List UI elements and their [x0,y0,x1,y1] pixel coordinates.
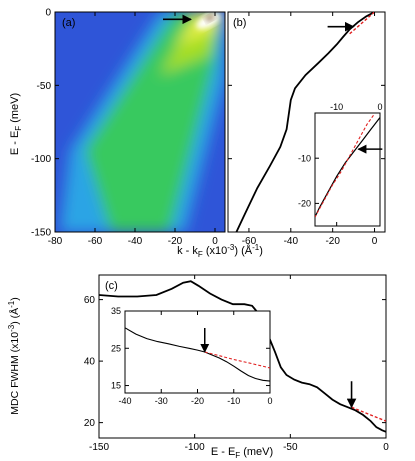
y-ticks-c: 20 40 60 [84,295,386,429]
x-tick-label: -20 [168,236,183,247]
panel-label-a: (a) [62,17,75,29]
inset-fwhm-curve [125,327,270,382]
inset-y-ticks-c: 15 25 35 [111,306,270,391]
y-ticks-b [228,11,385,233]
y-tick-label: 0 [45,8,51,19]
x-tick-label: -150 [89,442,109,453]
panel-b: -60 -40 -20 0 (b) -10 0 -10 -20 [227,11,386,247]
heatmap-peak-core [205,14,215,22]
x-tick-label: -80 [48,236,63,247]
y-axis-label-c: MDC FWHM (x10-3) (Å-1) [7,297,21,415]
y-tick-label: 25 [111,343,121,353]
x-tick-label: -60 [88,236,103,247]
y-tick-label: 15 [111,381,121,391]
x-tick-label: -100 [185,442,205,453]
y-tick-label: -10 [298,153,311,163]
x-tick-label: -40 [128,236,143,247]
inset-y-ticks-b: -10 -20 [298,153,319,209]
x-tick-label: -40 [118,396,131,406]
inset-x-ticks-b: -10 0 [330,102,383,226]
inset-c: -40 -30 -20 -10 0 15 25 35 [111,306,273,406]
y-tick-label: -150 [31,228,51,239]
mdc-fwhm-curve [99,280,386,433]
x-tick-label: 0 [383,442,389,453]
x-tick-label: -60 [242,236,257,247]
x-tick-label: 0 [372,236,378,247]
x-axis-label-c: E - EF (meV) [211,446,273,460]
inset-x-ticks-c: -40 -30 -20 -10 0 [118,311,273,406]
y-tick-label: 35 [111,306,121,316]
x-axis-label-ab: k - kF (x10-3) (Å-1) [177,243,263,259]
inset-linear-extrapolation [315,114,374,218]
inset-dispersion-curve [315,117,380,218]
x-tick-label: -20 [325,236,340,247]
x-tick-label: 0 [212,236,218,247]
y-tick-label: 60 [84,295,96,306]
panel-label-c: (c) [105,280,118,292]
x-tick-label: -50 [283,442,298,453]
y-tick-label: -100 [31,154,51,165]
x-tick-label: 0 [267,396,272,406]
y-tick-label: -50 [37,81,52,92]
x-tick-label: -10 [330,102,343,112]
fwhm-extrapolation [351,406,386,422]
x-ticks-b: -60 -40 -20 0 [242,12,378,247]
y-tick-label: 20 [84,418,96,429]
x-ticks-a: -80 -60 -40 -20 0 [48,12,218,247]
y-ticks-a: 0 -50 -100 -150 [31,8,59,239]
panel-a: 0 -50 -100 -150 -80 -60 -40 -20 0 (a) E - EF (m… [9,8,226,247]
y-tick-label: 40 [84,357,96,368]
x-tick-label: 0 [377,102,382,112]
x-tick-label: -20 [191,396,204,406]
inset-fwhm-extrapolation [204,351,270,369]
x-tick-label: -40 [284,236,299,247]
heatmap [55,12,225,232]
panel-label-b: (b) [233,17,246,29]
inset-b: -10 0 -10 -20 [298,102,383,227]
axes-frame-a [54,11,226,233]
heatmap-spectral-weight [60,12,225,232]
x-ticks-c: -150 -100 -50 0 [89,275,389,453]
y-tick-label: -20 [298,199,311,209]
x-tick-label: -10 [227,396,240,406]
y-axis-label-a: E - EF (meV) [9,93,23,155]
x-tick-label: -30 [155,396,168,406]
inset-frame-c [124,310,271,394]
